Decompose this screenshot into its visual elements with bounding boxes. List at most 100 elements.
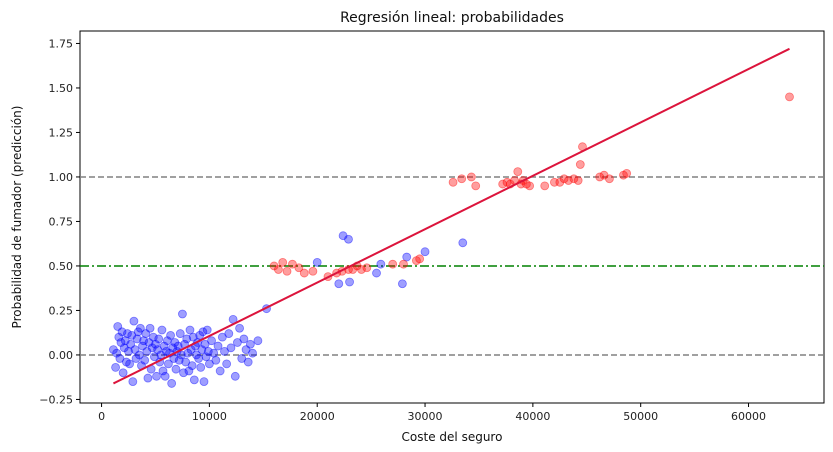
point-series0-88	[204, 359, 214, 369]
point-series0-68	[183, 348, 193, 358]
point-series0-70	[185, 325, 195, 335]
point-series1-36	[559, 174, 569, 184]
point-series1-34	[550, 177, 559, 187]
regression-line-group	[112, 47, 790, 385]
point-series0-67	[182, 334, 192, 344]
plot-frame	[79, 30, 825, 404]
point-series0-112	[334, 279, 344, 289]
point-series1-39	[573, 176, 583, 185]
point-series0-91	[211, 355, 221, 365]
y-tick-label-5: 1.00	[49, 171, 74, 184]
point-series0-85	[201, 352, 211, 362]
point-series0-11	[121, 357, 131, 367]
point-series1-14	[357, 265, 366, 274]
point-series0-76	[192, 350, 201, 360]
point-series1-33	[540, 181, 550, 191]
point-series1-43	[599, 170, 609, 180]
point-series0-36	[148, 332, 158, 342]
point-series1-6	[299, 268, 309, 278]
point-series0-47	[160, 371, 170, 381]
point-series0-69	[184, 366, 194, 376]
point-series1-16	[388, 259, 398, 269]
point-series0-80	[196, 363, 206, 372]
point-series0-61	[175, 329, 185, 338]
point-series1-0	[269, 261, 279, 271]
point-series0-81	[197, 345, 207, 355]
x-tick-label-5: 50000	[623, 410, 658, 423]
reference-lines	[80, 176, 824, 356]
point-series0-93	[215, 366, 225, 376]
point-series1-15	[362, 263, 372, 273]
point-series0-115	[345, 277, 354, 287]
point-series0-63	[178, 309, 187, 319]
point-series0-35	[147, 343, 157, 353]
point-series0-107	[245, 339, 255, 349]
point-series0-66	[181, 357, 191, 367]
point-series0-121	[458, 238, 468, 248]
x-axis-ticks: 0 10000 20000 30000 40000 50000 60000	[98, 403, 766, 423]
point-series1-4	[288, 259, 297, 269]
point-series0-105	[241, 345, 251, 355]
point-series0-62	[176, 350, 186, 360]
x-axis-label: Coste del seguro	[402, 430, 503, 444]
point-series0-26	[138, 341, 147, 351]
point-series0-21	[132, 334, 142, 344]
x-tick-label-2: 20000	[300, 410, 335, 423]
point-series0-39	[152, 371, 161, 381]
point-series0-83	[199, 377, 209, 387]
point-series0-22	[133, 327, 143, 337]
point-series0-28	[140, 355, 150, 365]
point-series0-56	[170, 338, 180, 347]
point-series0-97	[224, 329, 234, 338]
point-series0-96	[222, 359, 232, 369]
point-series0-8	[118, 368, 128, 378]
point-series1-5	[294, 263, 304, 273]
point-series1-2	[278, 257, 288, 267]
y-tick-label-8: 1.75	[49, 37, 74, 50]
point-series1-46	[622, 168, 632, 178]
point-series1-23	[471, 181, 481, 191]
point-series0-109	[253, 336, 263, 346]
point-series0-120	[420, 247, 430, 257]
point-series0-31	[143, 373, 153, 383]
point-series0-72	[187, 361, 197, 371]
point-series0-59	[173, 341, 183, 351]
point-series1-37	[564, 176, 573, 185]
point-series0-50	[164, 359, 173, 369]
point-series1-44	[605, 174, 614, 184]
point-series1-22	[467, 172, 476, 182]
point-series0-2	[112, 348, 122, 358]
point-series0-84	[200, 339, 210, 349]
point-series0-98	[226, 343, 236, 353]
point-series0-53	[167, 379, 177, 388]
point-series0-9	[119, 343, 129, 353]
plot-area	[79, 30, 825, 404]
point-series0-41	[154, 334, 164, 344]
point-series0-111	[312, 257, 322, 267]
point-series0-13	[124, 346, 133, 356]
x-tick-label-3: 30000	[408, 410, 443, 423]
point-series1-1	[273, 265, 283, 274]
point-series1-19	[415, 254, 425, 264]
point-series0-1	[111, 363, 120, 372]
y-tick-label-0: −0.25	[39, 393, 73, 406]
point-series0-113	[338, 231, 348, 241]
x-tick-label-1: 10000	[192, 410, 227, 423]
point-series0-5	[115, 354, 125, 363]
point-series0-116	[372, 268, 381, 278]
point-series0-27	[139, 336, 149, 346]
y-axis-label: Probabilidad de fumador (predicción)	[10, 106, 24, 329]
x-tick-label-0: 0	[98, 410, 105, 423]
point-series0-49	[162, 336, 172, 346]
point-series0-4	[114, 332, 124, 342]
point-series0-82	[198, 327, 208, 337]
point-series0-17	[128, 377, 138, 387]
y-tick-label-6: 1.25	[49, 126, 74, 139]
chart-title: Regresión lineal: probabilidades	[340, 10, 564, 26]
y-tick-label-1: 0.00	[49, 349, 74, 362]
point-series0-74	[189, 375, 199, 385]
point-series0-73	[188, 332, 198, 342]
point-series1-45	[619, 170, 628, 180]
point-series0-29	[141, 329, 151, 338]
point-series0-90	[209, 348, 219, 358]
